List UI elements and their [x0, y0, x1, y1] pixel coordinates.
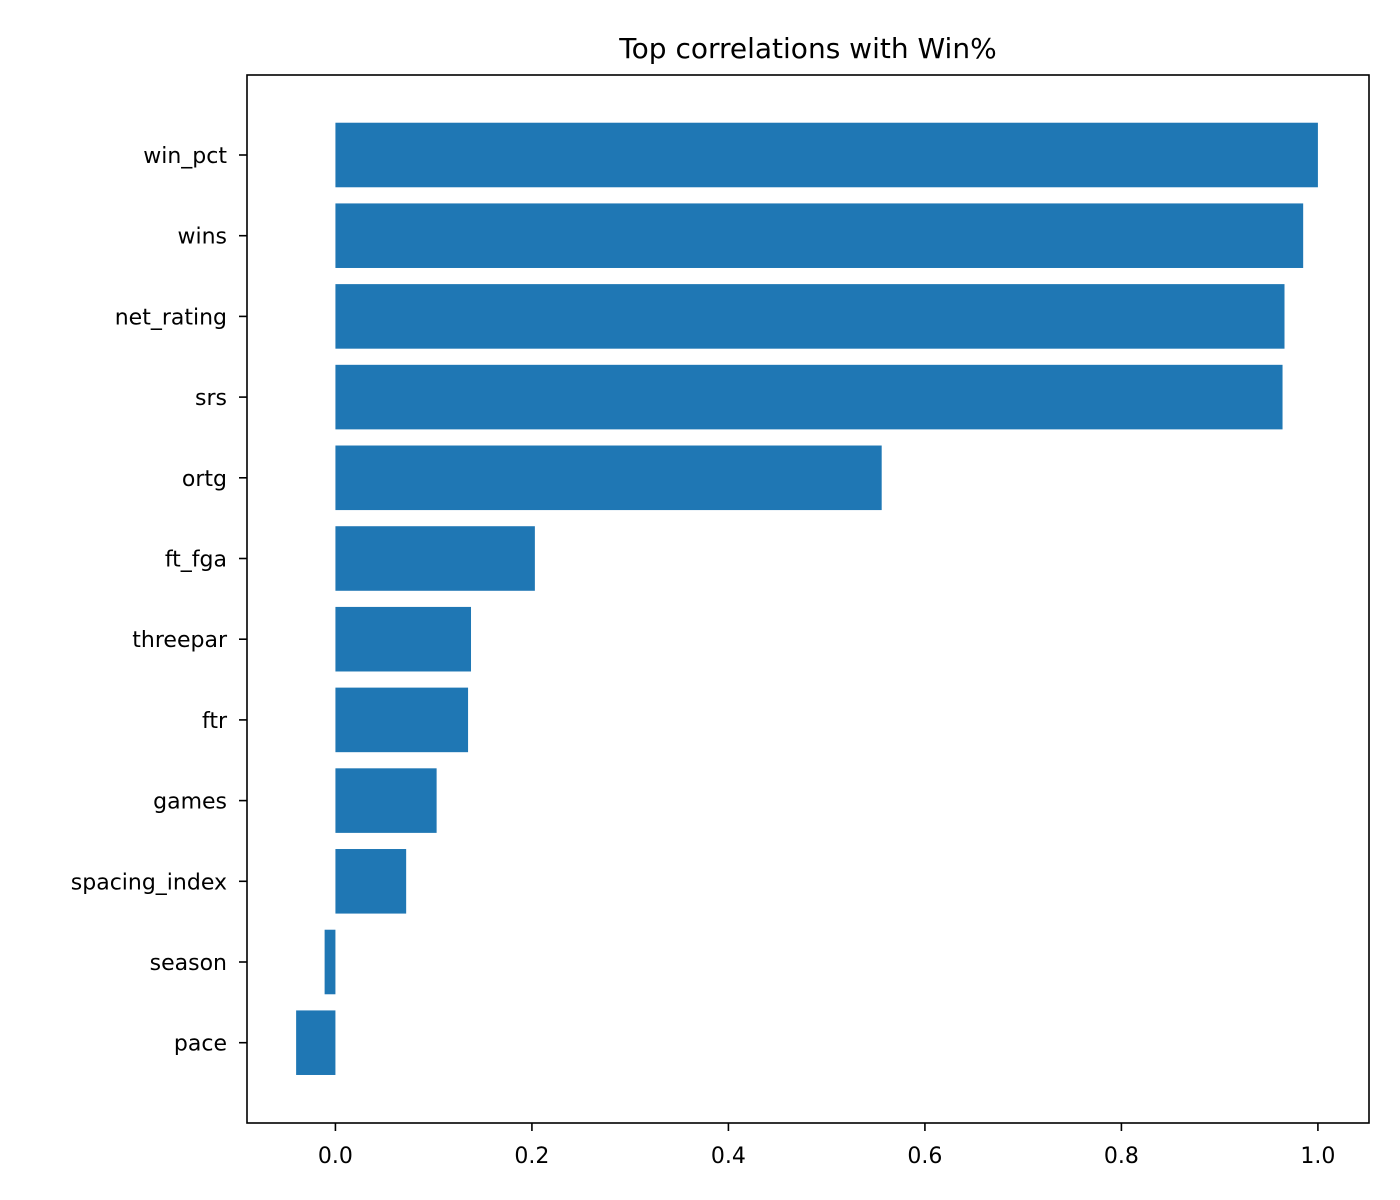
bar-win_pct: [335, 122, 1318, 188]
bar-wins: [335, 203, 1304, 268]
bar-ortg: [335, 445, 882, 511]
y-tick-label: ftr: [202, 709, 228, 734]
bar-season: [324, 929, 336, 995]
y-tick-label: ortg: [182, 467, 227, 492]
x-tick-label: 1.0: [1300, 1144, 1335, 1169]
plot-frame: [246, 74, 1370, 1124]
y-tick-label: spacing_index: [71, 870, 227, 895]
x-tick-label: 0.0: [318, 1144, 353, 1169]
y-tick-label: threepar: [132, 628, 228, 653]
y-tick-label: srs: [195, 386, 227, 411]
y-tick-label: ft_fga: [165, 548, 227, 573]
bar-games: [335, 768, 437, 833]
x-tick-label: 0.2: [514, 1144, 549, 1169]
bar-spacing_index: [335, 849, 407, 914]
bars: [296, 122, 1318, 1075]
y-tick-label: win_pct: [143, 144, 227, 169]
bar-threepar: [335, 606, 472, 672]
bar-srs: [335, 364, 1283, 430]
chart-title: Top correlations with Win%: [618, 32, 996, 65]
bar-ft_fga: [335, 526, 535, 591]
y-tick-label: wins: [177, 225, 227, 250]
x-tick-label: 0.8: [1104, 1144, 1139, 1169]
x-axis: 0.0 0.2 0.4 0.6 0.8 1.0: [318, 1123, 1335, 1169]
y-tick-label: season: [150, 951, 227, 976]
bar-pace: [296, 1010, 336, 1075]
y-tick-label: games: [153, 790, 227, 815]
x-tick-label: 0.6: [907, 1144, 942, 1169]
bar-ftr: [335, 687, 469, 753]
x-tick-label: 0.4: [711, 1144, 746, 1169]
y-tick-label: net_rating: [115, 305, 227, 330]
y-tick-label: pace: [174, 1032, 227, 1057]
bar-net_rating: [335, 284, 1285, 349]
